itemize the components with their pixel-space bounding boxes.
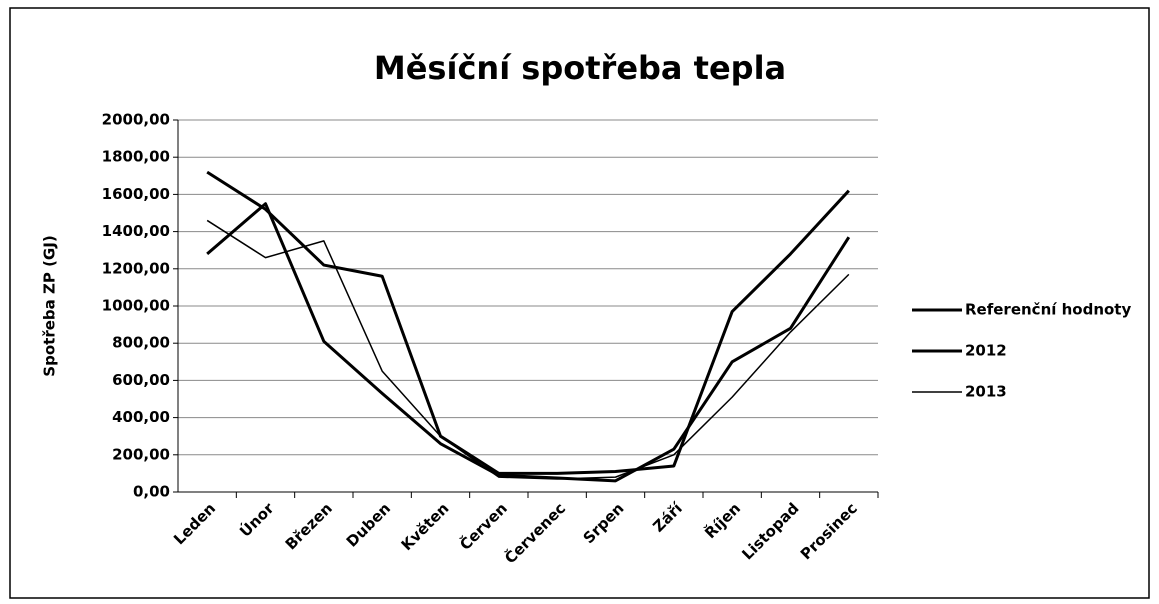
legend-label: 2012 (965, 342, 1007, 360)
y-tick-label: 1600,00 (102, 185, 170, 203)
legend-label: 2013 (965, 383, 1007, 401)
y-tick-label: 600,00 (112, 371, 170, 389)
y-tick-label: 0,00 (133, 483, 170, 501)
y-tick-label: 1800,00 (102, 148, 170, 166)
y-tick-label: 1000,00 (102, 297, 170, 315)
y-tick-label: 400,00 (112, 408, 170, 426)
series-line (206, 219, 850, 480)
chart-title: Měsíční spotřeba tepla (374, 49, 786, 87)
y-tick-label: 200,00 (112, 445, 170, 463)
y-tick-label: 800,00 (112, 334, 170, 352)
series-line (206, 202, 851, 483)
legend-label: Referenční hodnoty (965, 301, 1131, 319)
y-tick-label: 1400,00 (102, 222, 170, 240)
y-tick-label: 1200,00 (102, 259, 170, 277)
chart-border (9, 7, 1150, 599)
series-line (206, 170, 850, 475)
y-tick-label: 2000,00 (102, 111, 170, 129)
y-axis-label: Spotřeba ZP (GJ) (41, 235, 59, 376)
